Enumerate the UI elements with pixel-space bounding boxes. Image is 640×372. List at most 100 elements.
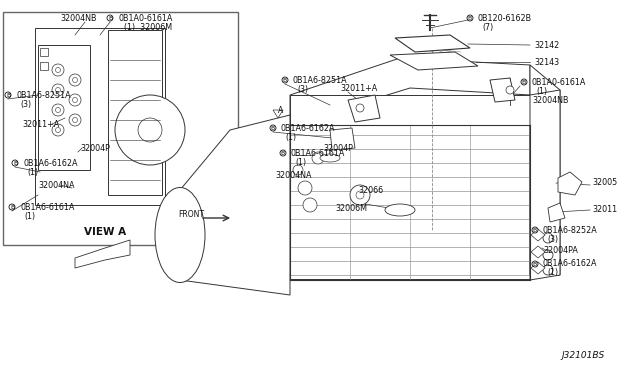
Text: 32004NB: 32004NB bbox=[60, 13, 97, 22]
Text: 0B1A6-6162A: 0B1A6-6162A bbox=[23, 158, 77, 167]
Circle shape bbox=[350, 185, 370, 205]
Text: B: B bbox=[468, 16, 472, 20]
Polygon shape bbox=[531, 229, 545, 241]
Polygon shape bbox=[390, 52, 478, 70]
Text: (1): (1) bbox=[285, 132, 296, 141]
Text: 32004PA: 32004PA bbox=[543, 246, 578, 254]
Circle shape bbox=[312, 152, 324, 164]
Text: 32004NA: 32004NA bbox=[275, 170, 312, 180]
Polygon shape bbox=[273, 110, 283, 118]
Polygon shape bbox=[180, 115, 290, 295]
Bar bbox=[40, 62, 48, 70]
Circle shape bbox=[69, 114, 81, 126]
Circle shape bbox=[115, 95, 185, 165]
Polygon shape bbox=[548, 203, 565, 222]
Text: (7): (7) bbox=[482, 22, 493, 32]
Text: VIEW A: VIEW A bbox=[84, 227, 126, 237]
Text: 0B1A6-8252A: 0B1A6-8252A bbox=[543, 225, 598, 234]
Polygon shape bbox=[395, 35, 470, 52]
Circle shape bbox=[303, 198, 317, 212]
Circle shape bbox=[52, 84, 64, 96]
Polygon shape bbox=[531, 262, 545, 274]
Text: 32011+A: 32011+A bbox=[340, 83, 377, 93]
Polygon shape bbox=[330, 128, 355, 150]
Text: 32066: 32066 bbox=[358, 186, 383, 195]
Text: B: B bbox=[533, 262, 537, 266]
Text: 0B1A6-8251A: 0B1A6-8251A bbox=[293, 76, 348, 84]
Text: (1): (1) bbox=[536, 87, 547, 96]
Circle shape bbox=[72, 97, 77, 103]
Ellipse shape bbox=[385, 204, 415, 216]
Text: 32011: 32011 bbox=[592, 205, 617, 214]
Polygon shape bbox=[530, 65, 560, 275]
Text: A: A bbox=[278, 106, 284, 115]
Polygon shape bbox=[558, 172, 582, 195]
Text: (1)  32006M: (1) 32006M bbox=[124, 22, 172, 32]
Text: 0B1A0-6161A: 0B1A0-6161A bbox=[118, 13, 172, 22]
Text: (3): (3) bbox=[547, 234, 558, 244]
Circle shape bbox=[138, 118, 162, 142]
Polygon shape bbox=[290, 90, 560, 280]
Polygon shape bbox=[75, 240, 130, 268]
Polygon shape bbox=[531, 246, 545, 258]
Text: 0B1A6-6162A: 0B1A6-6162A bbox=[281, 124, 335, 132]
Circle shape bbox=[293, 165, 303, 175]
Text: 32143: 32143 bbox=[534, 58, 559, 67]
Bar bbox=[38, 45, 90, 170]
Circle shape bbox=[52, 64, 64, 76]
Circle shape bbox=[72, 118, 77, 122]
Text: 32142: 32142 bbox=[534, 41, 559, 49]
Text: (1): (1) bbox=[547, 269, 558, 278]
Circle shape bbox=[56, 108, 61, 112]
Polygon shape bbox=[348, 95, 380, 122]
Bar bbox=[3, 12, 238, 245]
Circle shape bbox=[52, 124, 64, 136]
Polygon shape bbox=[290, 95, 530, 125]
Circle shape bbox=[506, 86, 514, 94]
Text: B: B bbox=[533, 228, 537, 232]
Circle shape bbox=[298, 181, 312, 195]
Circle shape bbox=[69, 74, 81, 86]
Circle shape bbox=[56, 128, 61, 132]
Ellipse shape bbox=[320, 154, 340, 162]
Bar bbox=[40, 48, 48, 56]
Text: B: B bbox=[108, 16, 112, 20]
Text: (3): (3) bbox=[297, 84, 308, 93]
Text: B: B bbox=[271, 125, 275, 131]
Circle shape bbox=[56, 67, 61, 73]
Circle shape bbox=[543, 250, 553, 260]
Circle shape bbox=[56, 87, 61, 93]
Circle shape bbox=[356, 104, 364, 112]
Circle shape bbox=[52, 104, 64, 116]
Text: B: B bbox=[10, 205, 14, 209]
Text: 0B1A6-6161A: 0B1A6-6161A bbox=[20, 202, 74, 212]
Text: B: B bbox=[522, 80, 526, 84]
Text: (1): (1) bbox=[24, 212, 35, 221]
Circle shape bbox=[543, 233, 553, 243]
Text: B: B bbox=[6, 93, 10, 97]
Text: 32004NB: 32004NB bbox=[532, 96, 568, 105]
Bar bbox=[108, 30, 162, 195]
Text: 32004NA: 32004NA bbox=[38, 180, 74, 189]
Circle shape bbox=[72, 77, 77, 83]
Text: (1): (1) bbox=[27, 167, 38, 176]
Text: 32011+A: 32011+A bbox=[22, 119, 60, 128]
Text: (3): (3) bbox=[20, 99, 31, 109]
Text: FRONT: FRONT bbox=[178, 209, 204, 218]
Text: J32101BS: J32101BS bbox=[562, 350, 605, 359]
Text: 32005: 32005 bbox=[592, 177, 617, 186]
Text: 0B1A6-6161A: 0B1A6-6161A bbox=[291, 148, 346, 157]
Text: 0B1A6-8251A: 0B1A6-8251A bbox=[16, 90, 70, 99]
Ellipse shape bbox=[155, 187, 205, 282]
Text: 0B1A0-6161A: 0B1A0-6161A bbox=[532, 77, 586, 87]
Circle shape bbox=[69, 94, 81, 106]
Text: (1): (1) bbox=[295, 157, 306, 167]
Text: 0B120-6162B: 0B120-6162B bbox=[478, 13, 532, 22]
Circle shape bbox=[356, 191, 364, 199]
Text: 32004P: 32004P bbox=[80, 144, 110, 153]
Bar bbox=[35, 28, 165, 205]
Polygon shape bbox=[490, 78, 515, 102]
Polygon shape bbox=[290, 58, 530, 125]
Text: 32004P: 32004P bbox=[323, 144, 353, 153]
Circle shape bbox=[543, 265, 553, 275]
